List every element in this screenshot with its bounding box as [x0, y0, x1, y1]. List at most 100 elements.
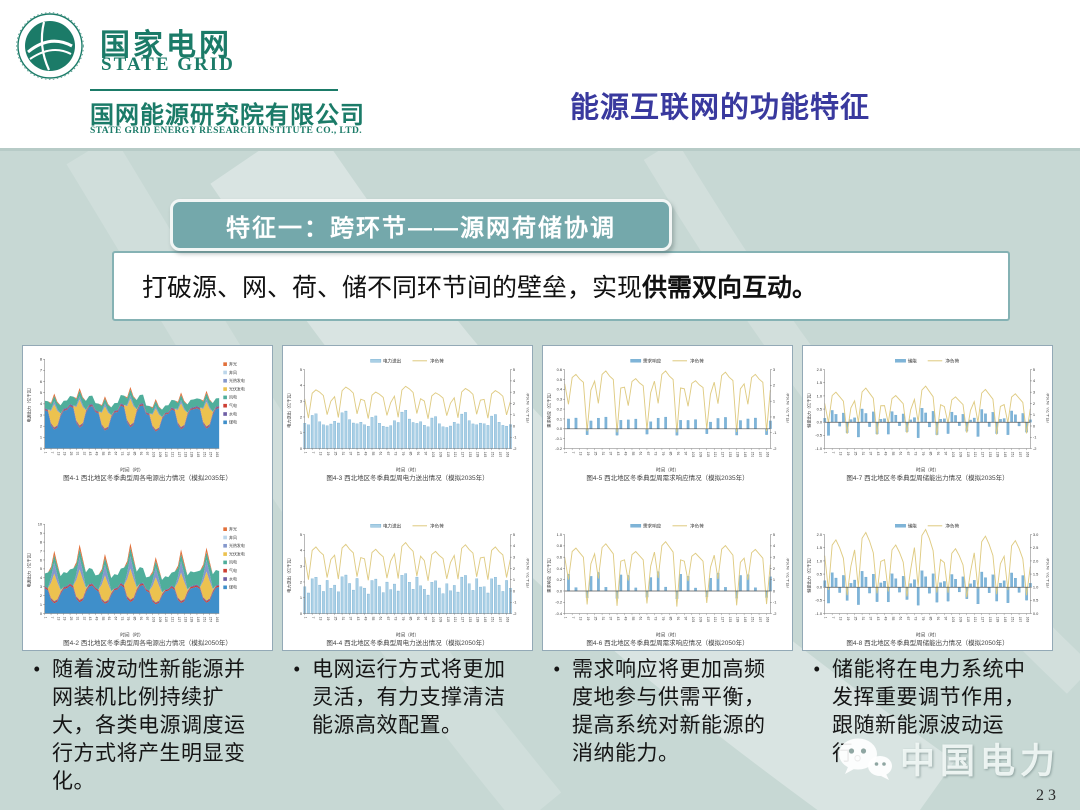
svg-text:气电: 气电 [229, 403, 237, 408]
watermark: 中国电力 [836, 733, 1060, 784]
svg-text:91: 91 [416, 452, 420, 456]
svg-text:73: 73 [393, 616, 397, 620]
svg-text:净负荷（亿千瓦）: 净负荷（亿千瓦） [526, 557, 529, 590]
state-grid-logo-icon [16, 12, 84, 80]
svg-text:4: 4 [1033, 378, 1036, 383]
svg-text:151: 151 [491, 452, 495, 458]
svg-text:3: 3 [40, 584, 43, 589]
svg-text:净负荷: 净负荷 [945, 358, 959, 365]
svg-text:3: 3 [40, 412, 43, 417]
svg-text:103: 103 [431, 452, 435, 458]
svg-text:145: 145 [743, 452, 747, 458]
svg-text:0: 0 [300, 610, 303, 615]
svg-text:1: 1 [304, 616, 308, 618]
svg-text:157: 157 [758, 452, 762, 458]
svg-text:1.0: 1.0 [1033, 584, 1039, 589]
chart-caption: 图4-7 西北地区冬季典型周储能出力情况（模拟2035年） [846, 475, 1009, 483]
svg-text:73: 73 [653, 452, 657, 456]
svg-text:121: 121 [453, 452, 457, 458]
svg-text:13: 13 [319, 452, 323, 456]
svg-text:73: 73 [913, 616, 917, 620]
svg-text:弃光: 弃光 [229, 526, 237, 531]
svg-text:115: 115 [446, 452, 450, 457]
svg-text:127: 127 [461, 616, 465, 622]
svg-text:0: 0 [40, 610, 43, 615]
svg-text:25: 25 [69, 616, 73, 620]
svg-text:时间（时）: 时间（时） [396, 466, 419, 473]
svg-text:4: 4 [40, 401, 43, 406]
chart-caption: 图4-6 西北地区冬季典型周需求响应情况（模拟2050年） [586, 640, 749, 647]
chart-card: 储能 净负荷 -1.0 -0.5 0.0 0.5 1.0 1.5 2.0 -2 -1 0 1 2 3 4 5 1 7… [802, 345, 1053, 651]
svg-text:97: 97 [943, 452, 947, 456]
svg-text:0.0: 0.0 [557, 426, 563, 431]
svg-text:49: 49 [884, 616, 888, 620]
svg-text:3: 3 [513, 390, 516, 395]
svg-text:光伏发电: 光伏发电 [229, 551, 245, 556]
svg-text:31: 31 [861, 452, 865, 456]
svg-text:7: 7 [40, 368, 42, 373]
svg-text:157: 157 [758, 616, 762, 622]
svg-text:163: 163 [1026, 616, 1030, 622]
svg-text:31: 31 [341, 616, 345, 620]
svg-text:3: 3 [1033, 390, 1036, 395]
svg-text:时间（时）: 时间（时） [916, 631, 939, 638]
svg-text:19: 19 [63, 616, 67, 620]
svg-text:85: 85 [928, 616, 932, 620]
svg-text:85: 85 [133, 616, 137, 620]
svg-text:0.0: 0.0 [817, 420, 823, 425]
svg-text:光热发电: 光热发电 [229, 543, 245, 548]
svg-text:121: 121 [973, 616, 977, 622]
svg-text:127: 127 [177, 616, 181, 622]
svg-text:0.6: 0.6 [557, 554, 563, 559]
svg-text:85: 85 [668, 616, 672, 620]
svg-text:19: 19 [586, 616, 590, 620]
svg-text:37: 37 [869, 616, 873, 620]
svg-text:-1: -1 [513, 599, 517, 604]
svg-text:7: 7 [831, 452, 835, 454]
svg-text:9: 9 [40, 530, 42, 535]
chart-caption: 图4-1 西北地区冬季典型周各电源出力情况（模拟2035年） [63, 475, 232, 483]
svg-text:61: 61 [638, 452, 642, 456]
svg-text:0: 0 [773, 588, 776, 593]
svg-text:5: 5 [513, 367, 516, 372]
svg-text:5: 5 [300, 532, 303, 537]
svg-text:2: 2 [773, 565, 775, 570]
svg-text:79: 79 [661, 452, 665, 456]
svg-text:115: 115 [446, 616, 450, 621]
svg-text:31: 31 [861, 616, 865, 620]
chart-caption: 图4-3 西北地区冬季典型周电力送出情况（模拟2035年） [326, 475, 489, 483]
svg-text:4: 4 [773, 543, 776, 548]
svg-text:水电: 水电 [229, 576, 237, 581]
fig-4-7: 储能 净负荷 -1.0 -0.5 0.0 0.5 1.0 1.5 2.0 -2 -1 0 1 2 3 4 5 1 7… [806, 353, 1049, 483]
svg-text:43: 43 [88, 616, 92, 620]
svg-text:91: 91 [676, 452, 680, 456]
svg-text:1.0: 1.0 [557, 532, 563, 537]
svg-text:13: 13 [839, 616, 843, 620]
svg-text:133: 133 [728, 616, 732, 622]
svg-text:电力送出: 电力送出 [383, 522, 402, 529]
svg-text:109: 109 [158, 452, 162, 458]
svg-text:19: 19 [326, 616, 330, 620]
svg-text:煤电: 煤电 [229, 584, 237, 589]
svg-text:103: 103 [951, 616, 955, 622]
svg-text:67: 67 [386, 616, 390, 620]
svg-text:储能出力（亿千瓦）: 储能出力（亿千瓦） [806, 555, 812, 592]
svg-text:1: 1 [824, 616, 828, 618]
svg-text:163: 163 [506, 616, 510, 622]
svg-text:-0.1: -0.1 [555, 436, 562, 441]
svg-text:121: 121 [453, 616, 457, 622]
svg-text:37: 37 [349, 452, 353, 456]
svg-text:0.5: 0.5 [817, 571, 823, 576]
logo-en: STATE GRID [101, 54, 235, 75]
svg-text:10: 10 [38, 521, 43, 526]
svg-text:79: 79 [401, 616, 405, 620]
svg-text:2: 2 [1033, 401, 1035, 406]
chart-caption: 图4-4 西北地区冬季典型周电力送出情况（模拟2050年） [326, 640, 489, 647]
svg-text:85: 85 [928, 452, 932, 456]
svg-text:109: 109 [958, 452, 962, 458]
svg-text:0.5: 0.5 [817, 406, 823, 411]
svg-text:-0.2: -0.2 [555, 599, 562, 604]
svg-text:-1.0: -1.0 [815, 610, 823, 615]
svg-text:133: 133 [468, 452, 472, 458]
